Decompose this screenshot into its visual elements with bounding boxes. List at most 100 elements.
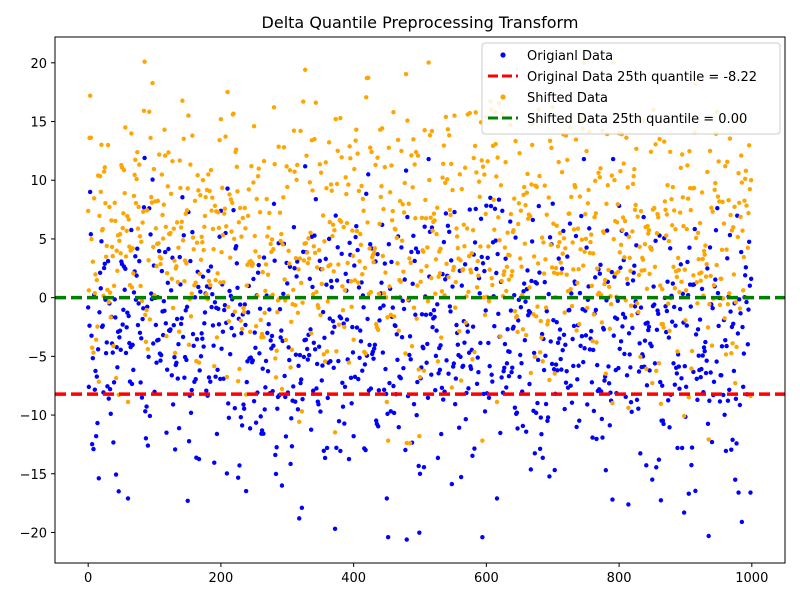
shifted-data-point [612, 177, 617, 183]
original-data-point [707, 398, 712, 403]
shifted-data-point [216, 225, 222, 231]
shifted-data-point [728, 212, 733, 218]
shifted-data-point [402, 180, 407, 186]
original-data-point [455, 342, 461, 347]
shifted-data-point [94, 277, 100, 283]
shifted-data-point [334, 181, 340, 187]
shifted-data-point [527, 285, 532, 290]
original-data-point [563, 380, 569, 385]
original-data-point [148, 232, 153, 237]
original-data-point [380, 350, 386, 355]
original-data-point [729, 447, 734, 452]
original-data-point [452, 209, 457, 215]
original-data-point [399, 335, 405, 340]
shifted-data-point [422, 127, 427, 133]
original-data-point [230, 312, 236, 318]
original-data-point [224, 471, 230, 476]
shifted-data-point [523, 332, 529, 338]
shifted-data-point [228, 197, 234, 202]
original-data-point [120, 322, 125, 327]
original-data-point [308, 327, 313, 332]
shifted-data-point [454, 234, 460, 239]
shifted-data-point [123, 125, 128, 130]
original-data-point [724, 343, 729, 349]
shifted-data-point [674, 274, 680, 280]
shifted-data-point [717, 302, 723, 308]
shifted-data-point [125, 399, 131, 405]
shifted-data-point [568, 286, 573, 292]
original-data-point [365, 316, 370, 322]
original-data-point [468, 366, 474, 372]
original-data-point [601, 327, 607, 332]
shifted-data-point [462, 165, 468, 170]
original-data-point [210, 292, 215, 297]
shifted-data-point [145, 208, 150, 213]
shifted-data-point [416, 367, 421, 372]
original-data-point [411, 233, 416, 239]
original-data-point [531, 350, 537, 356]
original-data-point [416, 463, 421, 469]
shifted-data-point [232, 309, 238, 314]
original-data-point [181, 233, 186, 238]
original-data-point [589, 328, 594, 334]
shifted-data-point [486, 299, 492, 304]
original-data-point [701, 345, 707, 350]
shifted-data-point [264, 196, 269, 202]
original-data-point [645, 320, 650, 325]
shifted-data-point [235, 189, 240, 194]
original-data-point [689, 445, 695, 450]
shifted-data-point [448, 212, 453, 218]
original-data-point [213, 374, 218, 379]
shifted-data-point [669, 197, 674, 202]
original-data-point [222, 302, 228, 308]
shifted-data-point [137, 234, 143, 239]
shifted-data-point [512, 308, 518, 314]
original-data-point [477, 291, 482, 296]
shifted-data-point [358, 242, 364, 248]
original-data-point [306, 352, 312, 358]
original-data-point [251, 276, 256, 282]
shifted-data-point [207, 188, 212, 194]
shifted-data-point [541, 240, 546, 245]
shifted-data-point [691, 273, 696, 278]
original-data-point [583, 333, 589, 338]
shifted-data-point [375, 155, 380, 160]
shifted-data-point [596, 170, 601, 176]
shifted-data-point [223, 134, 228, 139]
shifted-data-point [196, 188, 201, 193]
shifted-data-point [332, 228, 337, 233]
shifted-data-point [109, 244, 115, 250]
shifted-data-point [431, 211, 437, 216]
shifted-data-point [376, 291, 382, 297]
shifted-data-point [649, 247, 654, 252]
shifted-data-point [433, 257, 439, 262]
shifted-data-point [478, 244, 483, 249]
original-data-point [204, 388, 209, 393]
original-data-point [200, 336, 205, 341]
shifted-data-point [417, 375, 423, 380]
original-data-point [449, 481, 455, 487]
shifted-data-point [138, 283, 143, 289]
shifted-data-point [104, 243, 109, 249]
original-data-point [324, 445, 330, 451]
original-data-point [265, 368, 271, 374]
original-data-point [237, 302, 243, 307]
original-data-point [297, 352, 303, 358]
shifted-data-point [97, 213, 102, 218]
shifted-data-point [213, 277, 218, 283]
original-data-point [407, 352, 412, 358]
shifted-data-point [708, 273, 713, 279]
original-data-point [342, 384, 348, 390]
original-data-point [432, 314, 437, 320]
original-data-point [176, 426, 182, 431]
shifted-data-point [156, 241, 161, 246]
shifted-data-point [634, 146, 639, 151]
original-data-point [410, 281, 415, 286]
original-data-point [631, 270, 636, 275]
original-data-point [709, 439, 715, 445]
original-data-point [150, 177, 155, 182]
shifted-data-point [85, 208, 91, 214]
original-data-point [502, 365, 507, 370]
shifted-data-point [168, 191, 174, 197]
